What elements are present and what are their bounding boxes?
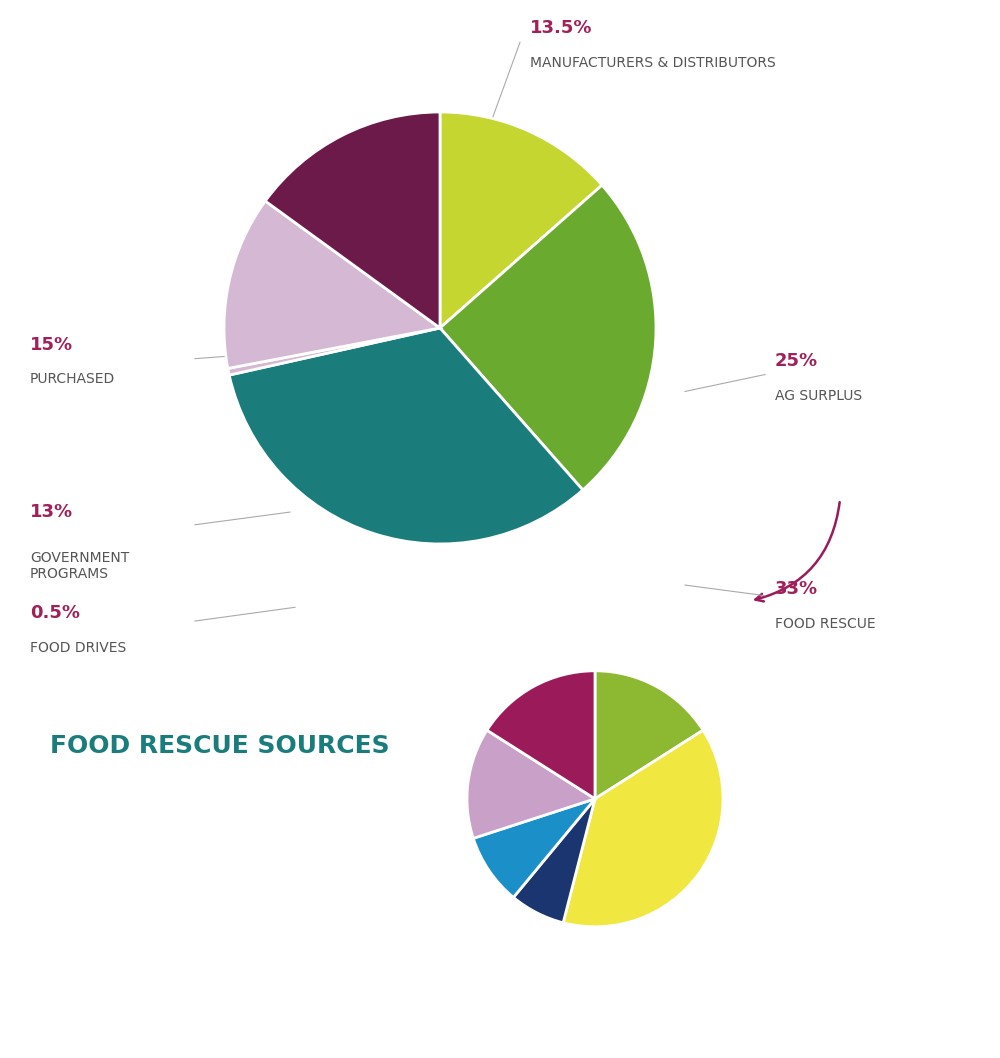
- Text: 13%: 13%: [30, 503, 73, 521]
- Text: FOOD RESCUE SOURCES: FOOD RESCUE SOURCES: [50, 734, 390, 758]
- Text: 9%
DAIRY: 9% DAIRY: [515, 825, 560, 854]
- Text: 33%: 33%: [775, 580, 818, 598]
- Wedge shape: [228, 328, 440, 376]
- Wedge shape: [563, 730, 723, 927]
- Wedge shape: [229, 328, 583, 544]
- FancyArrowPatch shape: [755, 503, 840, 601]
- Wedge shape: [473, 799, 595, 897]
- Wedge shape: [467, 730, 595, 838]
- Wedge shape: [487, 671, 595, 799]
- Wedge shape: [440, 112, 602, 328]
- Text: 25%: 25%: [775, 352, 818, 370]
- Text: AG SURPLUS: AG SURPLUS: [775, 389, 862, 403]
- Text: MANUFACTURERS & DISTRIBUTORS: MANUFACTURERS & DISTRIBUTORS: [530, 56, 776, 70]
- Text: 16%
BAKERY: 16% BAKERY: [599, 720, 658, 749]
- Text: 14%
MEAT: 14% MEAT: [506, 776, 547, 804]
- Text: GOVERNMENT
PROGRAMS: GOVERNMENT PROGRAMS: [30, 551, 129, 582]
- Text: 0.5%: 0.5%: [30, 604, 80, 622]
- Text: FOOD DRIVES: FOOD DRIVES: [30, 641, 126, 655]
- Text: PURCHASED: PURCHASED: [30, 372, 115, 386]
- Wedge shape: [265, 112, 440, 328]
- Text: FOOD RESCUE: FOOD RESCUE: [775, 617, 876, 631]
- Wedge shape: [595, 671, 703, 799]
- Wedge shape: [224, 201, 440, 368]
- Text: 38%
PRODUCE: 38% PRODUCE: [610, 824, 682, 853]
- Text: 16%
DRY: 16% DRY: [546, 720, 577, 749]
- Wedge shape: [440, 185, 656, 490]
- Wedge shape: [513, 799, 595, 923]
- Text: 15%: 15%: [30, 336, 73, 354]
- Text: 7%
DELI: 7% DELI: [547, 850, 580, 878]
- Text: 13.5%: 13.5%: [530, 19, 592, 37]
